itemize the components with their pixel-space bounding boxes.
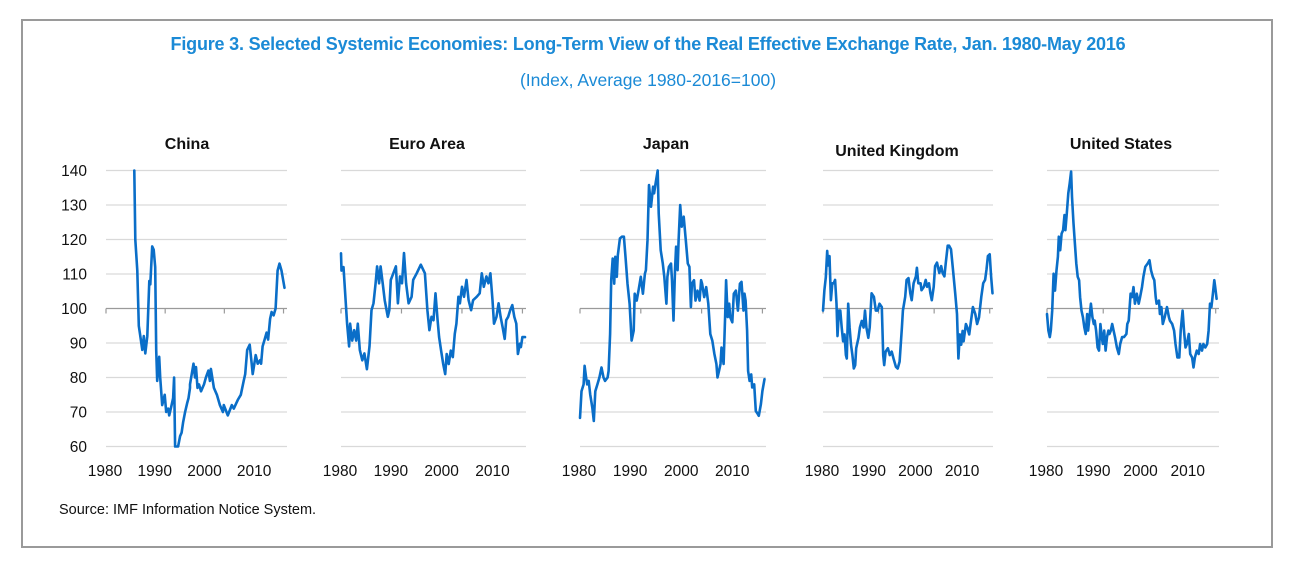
x-tick-label: 2000 — [424, 463, 459, 480]
series-line-united-states — [1045, 170, 1218, 369]
x-tick-label: 1980 — [1029, 463, 1064, 480]
panel-title: Euro Area — [389, 136, 465, 153]
y-tick-label: 60 — [70, 439, 88, 456]
x-tick-label: 1990 — [374, 463, 409, 480]
y-tick-label: 70 — [70, 405, 88, 422]
x-tick-label: 2000 — [664, 463, 699, 480]
x-tick-label: 2000 — [1123, 463, 1158, 480]
x-tick-label: 1990 — [613, 463, 648, 480]
panel-title: United States — [1070, 136, 1172, 153]
panel-title: United Kingdom — [835, 143, 959, 160]
chart-panel-united-kingdom: 1980 1990 2000 2010 United Kingdom — [805, 143, 994, 480]
y-tick-label: 80 — [70, 370, 88, 387]
x-tick-label: 1990 — [851, 463, 886, 480]
x-tick-label: 1990 — [137, 463, 172, 480]
y-tick-label: 140 — [61, 163, 87, 180]
x-tick-label: 2010 — [945, 463, 980, 480]
x-tick-label: 2000 — [187, 463, 222, 480]
panel-title: China — [165, 136, 210, 153]
chart-panel-united-states: 1980 1990 2000 2010 United States — [1029, 136, 1219, 480]
series-line-euro-area — [339, 251, 527, 376]
series-line-united-kingdom — [821, 244, 994, 370]
figure-frame — [21, 19, 1273, 548]
x-tick-label: 1980 — [805, 463, 840, 480]
panel-title: Japan — [643, 136, 689, 153]
x-tick-label: 1980 — [88, 463, 123, 480]
y-tick-label: 90 — [70, 336, 88, 353]
x-tick-label: 2010 — [1171, 463, 1206, 480]
series-line-japan — [578, 169, 766, 423]
chart-panel-japan: 1980 1990 2000 2010 Japan — [562, 136, 766, 480]
x-tick-label: 2010 — [237, 463, 272, 480]
x-tick-label: 1980 — [323, 463, 358, 480]
x-tick-label: 1980 — [562, 463, 597, 480]
x-tick-label: 1990 — [1076, 463, 1111, 480]
figure-title: Figure 3. Selected Systemic Economies: L… — [170, 34, 1126, 54]
y-tick-label: 100 — [61, 301, 87, 318]
y-tick-label: 110 — [62, 267, 87, 284]
figure-subtitle: (Index, Average 1980-2016=100) — [519, 70, 777, 90]
chart-panel-euro-area: 1980 1990 2000 2010 Euro Area — [323, 136, 527, 480]
y-tick-label: 120 — [61, 232, 87, 249]
source-note: Source: IMF Information Notice System. — [59, 502, 317, 518]
y-tick-label: 130 — [61, 198, 87, 215]
x-tick-label: 2010 — [715, 463, 750, 480]
x-tick-label: 2000 — [898, 463, 933, 480]
series-line-china — [133, 169, 286, 448]
x-tick-label: 2010 — [475, 463, 510, 480]
